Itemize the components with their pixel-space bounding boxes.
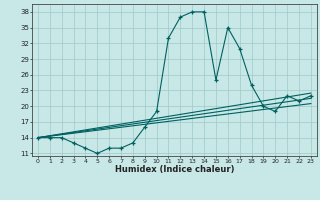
X-axis label: Humidex (Indice chaleur): Humidex (Indice chaleur)	[115, 165, 234, 174]
